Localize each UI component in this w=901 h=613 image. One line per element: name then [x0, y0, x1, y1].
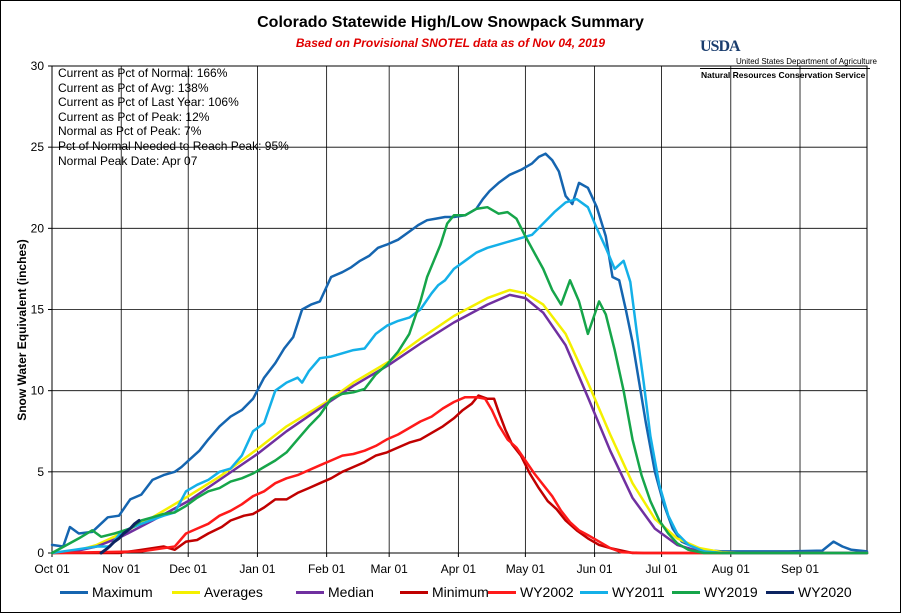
stat-line: Normal as Pct of Peak: 7%	[58, 124, 202, 139]
legend-label: Median	[328, 584, 374, 600]
legend-swatch	[488, 590, 516, 594]
legend: Maximum Averages Median Minimum WY2002 WY2011…	[60, 582, 880, 602]
legend-swatch	[580, 590, 608, 594]
y-tick-label: 20	[31, 221, 45, 235]
legend-swatch	[296, 590, 324, 594]
legend-swatch	[672, 590, 700, 594]
legend-item: Minimum	[400, 582, 489, 602]
series-line-median	[50, 293, 869, 555]
usda-logo-text: USDA	[700, 38, 741, 55]
legend-label: WY2011	[612, 584, 665, 600]
series-line-wy2011	[50, 197, 869, 555]
legend-label: Minimum	[432, 584, 489, 600]
series-line-wy2002	[50, 395, 869, 555]
legend-item: WY2002	[488, 582, 574, 602]
legend-swatch	[766, 590, 794, 594]
stat-line: Pct of Normal Needed to Reach Peak: 95%	[58, 138, 289, 153]
y-tick-label: 15	[31, 303, 45, 317]
legend-item: Maximum	[60, 582, 153, 602]
legend-item: WY2019	[672, 582, 758, 602]
x-tick-label: Jun 01	[577, 562, 613, 576]
x-tick-label: Jul 01	[646, 562, 678, 576]
legend-swatch	[172, 590, 200, 594]
chart-subtitle: Based on Provisional SNOTEL data as of N…	[295, 36, 606, 50]
x-tick-label: Sep 01	[781, 562, 819, 576]
x-tick-label: May 01	[506, 562, 546, 576]
legend-swatch	[400, 590, 428, 594]
legend-label: WY2002	[520, 584, 574, 600]
legend-item: WY2011	[580, 582, 665, 602]
series-line-wy2020	[99, 519, 141, 555]
y-axis-label: Snow Water Equivalent (inches)	[15, 239, 29, 421]
x-tick-label: Jan 01	[239, 562, 275, 576]
legend-label: WY2019	[704, 584, 758, 600]
stat-line: Normal Peak Date: Apr 07	[58, 153, 198, 168]
chart-title: Colorado Statewide High/Low Snowpack Sum…	[257, 14, 644, 31]
stat-line: Current as Pct of Last Year: 106%	[58, 95, 239, 110]
legend-item: WY2020	[766, 582, 852, 602]
legend-item: Averages	[172, 582, 263, 602]
y-tick-label: 0	[37, 546, 44, 560]
legend-item: Median	[296, 582, 374, 602]
y-tick-label: 10	[31, 384, 45, 398]
legend-label: Averages	[204, 584, 263, 600]
logo-divider	[700, 68, 870, 69]
x-tick-label: Aug 01	[712, 562, 750, 576]
x-tick-label: Mar 01	[370, 562, 408, 576]
department-name: United States Department of Agriculture	[736, 57, 877, 66]
series-line-minimum	[50, 394, 869, 555]
y-tick-label: 30	[31, 59, 45, 73]
x-tick-label: Apr 01	[441, 562, 477, 576]
plot-border	[51, 65, 868, 554]
x-tick-label: Nov 01	[102, 562, 140, 576]
stat-line: Current as Pct of Peak: 12%	[58, 109, 210, 124]
stat-line: Current as Pct of Avg: 138%	[58, 80, 209, 95]
usda-logo: USDA United States Department of Agricul…	[700, 38, 877, 83]
y-tick-label: 5	[37, 465, 44, 479]
legend-label: WY2020	[798, 584, 852, 600]
y-tick-label: 25	[31, 140, 45, 154]
legend-swatch	[60, 590, 88, 594]
x-tick-label: Feb 01	[308, 562, 346, 576]
series-line-maximum	[50, 152, 869, 553]
stats-box: Current as Pct of Normal: 166% Current a…	[58, 66, 289, 168]
x-tick-label: Dec 01	[169, 562, 207, 576]
x-tick-label: Oct 01	[34, 562, 70, 576]
legend-label: Maximum	[92, 584, 153, 600]
service-name: Natural Resources Conservation Service	[701, 70, 866, 80]
series-line-wy2019	[50, 205, 869, 555]
stat-line: Current as Pct of Normal: 166%	[58, 66, 228, 80]
